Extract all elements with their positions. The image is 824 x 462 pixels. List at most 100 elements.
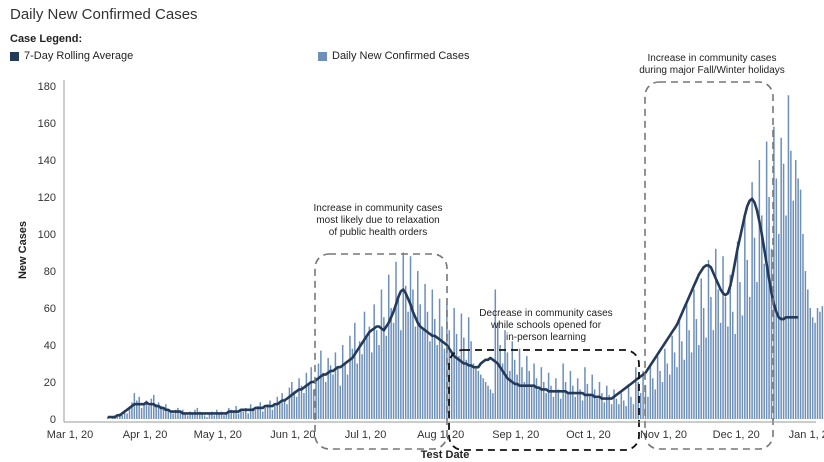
daily-cases-bar [652, 378, 654, 419]
daily-cases-bar [465, 360, 467, 419]
daily-cases-bar [223, 415, 225, 419]
daily-cases-bar [795, 160, 797, 419]
daily-cases-bar [424, 284, 426, 419]
daily-cases-bar [587, 384, 589, 419]
daily-cases-bar [621, 393, 623, 419]
daily-cases-bar [625, 406, 627, 419]
daily-cases-bar [768, 197, 770, 419]
annotation-line: of public health orders [298, 227, 458, 239]
daily-cases-bar [572, 386, 574, 419]
daily-cases-bar [761, 216, 763, 420]
daily-cases-bar [369, 327, 371, 420]
x-tick-label: Oct 1, 20 [566, 429, 611, 441]
daily-cases-bar [570, 371, 572, 419]
daily-cases-bar [790, 151, 792, 419]
daily-cases-bar [172, 413, 174, 419]
daily-cases-bar [654, 389, 656, 419]
daily-cases-bar [274, 406, 276, 419]
daily-cases-bar [679, 317, 681, 419]
daily-cases-bar [807, 290, 809, 420]
daily-cases-bar [616, 399, 618, 419]
annotation-line: Increase in community cases [298, 203, 458, 215]
daily-cases-bar [313, 389, 315, 419]
daily-cases-bar [618, 404, 620, 419]
daily-cases-bar [286, 404, 288, 419]
y-tick-label: 100 [38, 229, 56, 241]
daily-cases-bar [771, 249, 773, 419]
daily-cases-bar [553, 397, 555, 419]
y-tick-label: 40 [44, 340, 56, 352]
daily-cases-bar [330, 365, 332, 419]
daily-cases-bar [255, 410, 257, 419]
daily-cases-bar [725, 297, 727, 419]
daily-cases-bar [734, 334, 736, 419]
daily-cases-bar [717, 290, 719, 420]
daily-cases-bar [575, 397, 577, 419]
y-tick-label: 20 [44, 377, 56, 389]
daily-cases-bar [635, 367, 637, 419]
daily-cases-bar [582, 401, 584, 420]
daily-cases-bar [458, 356, 460, 419]
daily-cases-bar [659, 371, 661, 419]
daily-cases-bar [742, 315, 744, 419]
daily-cases-bar [247, 413, 249, 419]
daily-cases-bar [340, 386, 342, 419]
y-tick-label: 160 [38, 118, 56, 130]
annotation-line: in-person learning [458, 332, 634, 344]
daily-cases-bar [332, 375, 334, 419]
daily-cases-bar [349, 336, 351, 419]
daily-cases-bar [386, 336, 388, 419]
daily-cases-bar [555, 378, 557, 419]
daily-cases-bar [364, 312, 366, 419]
daily-cases-bar [238, 413, 240, 419]
daily-cases-bar [783, 164, 785, 419]
daily-cases-bar [485, 382, 487, 419]
daily-cases-bar [151, 399, 153, 419]
daily-cases-bar [696, 319, 698, 419]
daily-cases-bar [756, 282, 758, 419]
y-tick-label: 60 [44, 303, 56, 315]
daily-cases-bar [499, 345, 501, 419]
daily-cases-bar [594, 389, 596, 419]
daily-cases-bar [419, 304, 421, 419]
daily-cases-bar [390, 308, 392, 419]
daily-cases-bar [141, 408, 143, 419]
daily-cases-bar [819, 312, 821, 419]
daily-cases-bar [642, 371, 644, 419]
x-tick-label: Aug 1, 20 [417, 429, 464, 441]
daily-cases-bar [444, 349, 446, 419]
daily-cases-bar [817, 308, 819, 419]
daily-cases-bar [427, 312, 429, 419]
daily-cases-bar [439, 299, 441, 419]
daily-cases-bar [700, 278, 702, 419]
daily-cases-bar [153, 395, 155, 419]
daily-cases-bar [492, 393, 494, 419]
daily-cases-bar [567, 393, 569, 419]
daily-cases-bar [526, 356, 528, 419]
daily-cases-bar [713, 330, 715, 419]
daily-cases-bar [214, 415, 216, 419]
daily-cases-bar [698, 345, 700, 419]
daily-cases-bar [684, 360, 686, 419]
daily-cases-bar [308, 384, 310, 419]
annotation-line: while schools opened for [458, 320, 634, 332]
x-axis-title: Test Date [421, 449, 470, 461]
daily-cases-bar [671, 336, 673, 419]
daily-cases-bar [611, 404, 613, 419]
daily-cases-bar [388, 275, 390, 419]
daily-cases-bar [560, 399, 562, 419]
daily-cases-bar [398, 297, 400, 419]
daily-cases-bar [335, 352, 337, 419]
daily-cases-bar [470, 341, 472, 419]
daily-cases-bar [262, 412, 264, 419]
x-tick-label: May 1, 20 [194, 429, 242, 441]
daily-cases-bar [436, 345, 438, 419]
daily-cases-bar [516, 375, 518, 419]
daily-cases-bar [802, 234, 804, 419]
daily-cases-bar [507, 352, 509, 419]
daily-cases-bar [393, 323, 395, 419]
y-tick-label: 180 [38, 81, 56, 93]
daily-cases-bar [206, 417, 208, 419]
daily-cases-bar [371, 352, 373, 419]
daily-cases-bar [337, 367, 339, 419]
